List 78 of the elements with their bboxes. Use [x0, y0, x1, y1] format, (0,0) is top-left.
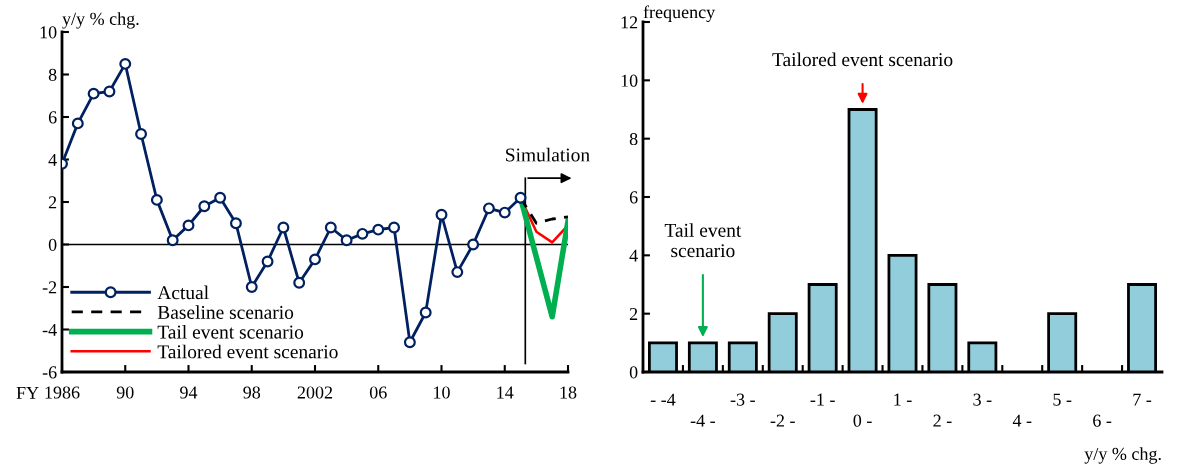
x-tick-label: 14 — [497, 386, 514, 399]
y-axis-title: y/y % chg. — [62, 12, 139, 29]
x-tick-label: 2 - — [933, 414, 952, 427]
x-tick-label: 7 - — [1133, 393, 1152, 406]
y-axis-title: frequency — [643, 5, 716, 22]
point — [309, 253, 321, 266]
point — [119, 57, 132, 70]
point — [388, 221, 401, 234]
point — [214, 191, 227, 204]
point — [261, 255, 274, 268]
point — [87, 87, 100, 100]
x-tick-label: 1 - — [894, 393, 912, 406]
point — [340, 234, 353, 247]
y-tick-label: 0 — [629, 366, 638, 379]
y-tick-label: 10 — [621, 74, 638, 87]
point — [482, 202, 495, 215]
y-tick-label: -6 — [42, 366, 57, 379]
legend-label: Actual — [157, 285, 209, 300]
point — [467, 238, 480, 251]
legend-label: Tailored event scenario — [157, 344, 338, 359]
y-tick-label: -4 — [42, 323, 57, 336]
point — [324, 221, 337, 234]
x-tick-label: -3 - — [730, 393, 755, 406]
x-tick-label: 18 — [560, 386, 577, 399]
point — [514, 191, 527, 204]
point — [166, 234, 179, 247]
x-tick-label: 98 — [243, 386, 261, 399]
x-tick-label: 3 - — [973, 393, 992, 406]
y-tick-label: 8 — [48, 68, 57, 81]
point — [135, 128, 148, 140]
y-tick-label: 12 — [621, 16, 638, 29]
x-tick-label: 90 — [116, 386, 134, 399]
x-tick-label: 10 — [434, 386, 450, 399]
x-tick-label: 1986 — [45, 386, 80, 399]
point — [150, 193, 163, 206]
point — [71, 117, 84, 130]
x-tick-label: -1 - — [810, 393, 835, 406]
point — [435, 208, 448, 221]
x-tick-label: - -4 — [650, 393, 676, 406]
point — [277, 221, 290, 234]
y-tick-label: -2 — [42, 281, 57, 294]
annotation: Tailored event scenario — [772, 52, 953, 67]
point — [229, 217, 242, 230]
point — [198, 200, 211, 213]
point — [451, 266, 464, 279]
x-tick-label: 0 - — [853, 414, 872, 427]
x-tick-label: 6 - — [1093, 414, 1112, 427]
y-tick-label: 8 — [629, 132, 638, 146]
point — [245, 281, 258, 293]
point — [419, 306, 432, 319]
x-tick-label: 94 — [180, 386, 198, 399]
y-tick-label: 4 — [629, 249, 638, 262]
legend-label: Tail event scenario — [157, 324, 304, 339]
y-tick-label: 10 — [40, 26, 57, 39]
point — [293, 276, 306, 289]
y-tick-label: 2 — [48, 196, 57, 209]
x-axis-title: FY — [16, 386, 39, 399]
point — [372, 223, 385, 236]
ref-line-label: Simulation — [506, 147, 590, 162]
point — [498, 206, 511, 219]
y-tick-label: 2 — [629, 307, 638, 320]
legend-label: Baseline scenario — [157, 305, 294, 319]
x-axis-title: y/y % chg. — [1084, 447, 1161, 464]
x-tick-label: 06 — [369, 386, 387, 399]
point — [182, 219, 195, 232]
x-tick-label: 4 - — [1012, 414, 1032, 427]
y-tick-label: 6 — [629, 191, 638, 204]
point — [103, 85, 116, 98]
annotation: Tail event scenario — [664, 223, 742, 258]
x-tick-label: -4 - — [690, 414, 716, 427]
y-tick-label: 4 — [48, 153, 57, 166]
x-tick-label: 5 - — [1053, 393, 1072, 406]
x-tick-label: 2002 — [297, 386, 333, 399]
x-tick-label: -2 - — [770, 414, 795, 427]
point — [356, 227, 369, 240]
y-tick-label: 0 — [48, 238, 57, 251]
point — [403, 336, 416, 349]
y-tick-label: 6 — [48, 111, 57, 124]
